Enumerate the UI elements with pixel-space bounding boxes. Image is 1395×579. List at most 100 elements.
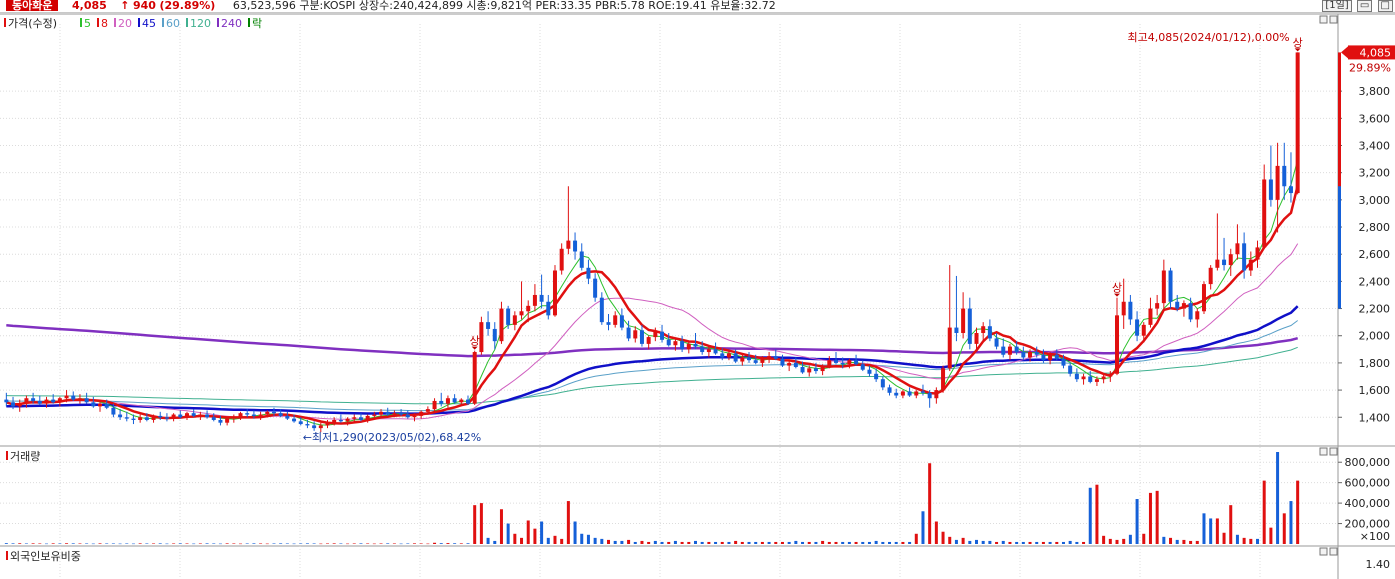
volume-bar bbox=[981, 540, 985, 544]
current-price: 4,085 bbox=[71, 0, 107, 12]
y-tick-label: 1,800 bbox=[1359, 357, 1391, 370]
volume-bar bbox=[660, 541, 664, 544]
volume-bar bbox=[58, 543, 62, 544]
volume-bar bbox=[1282, 513, 1286, 544]
candle-body bbox=[532, 294, 537, 306]
minimize-icon[interactable]: ▭ bbox=[1356, 0, 1373, 12]
maximize-icon[interactable]: □ bbox=[1377, 0, 1393, 12]
candle-body bbox=[1021, 352, 1026, 358]
volume-bar bbox=[1015, 541, 1019, 544]
volume-bar bbox=[640, 540, 644, 544]
vol-unit-label: ×100 bbox=[1360, 530, 1390, 543]
candle-body bbox=[1262, 179, 1267, 248]
panel-minimize-icon[interactable] bbox=[1319, 15, 1328, 24]
candle-body bbox=[961, 308, 966, 334]
candle-body bbox=[158, 415, 163, 418]
candle-body bbox=[57, 398, 62, 403]
candle-body bbox=[98, 403, 103, 407]
volume-bar bbox=[841, 541, 845, 544]
legend-item: 가격(수정) bbox=[8, 17, 57, 30]
volume-bar bbox=[667, 541, 671, 544]
candle-body bbox=[1074, 373, 1079, 380]
volume-bar bbox=[1209, 518, 1213, 544]
panel-close-icon[interactable] bbox=[1329, 447, 1338, 456]
volume-bar bbox=[1055, 541, 1059, 544]
volume-bar bbox=[620, 540, 624, 544]
legend-item: 8 bbox=[101, 17, 108, 30]
y-tick-label: 3,400 bbox=[1359, 139, 1391, 152]
y-tick-label: 2,600 bbox=[1359, 248, 1391, 261]
volume-bar bbox=[1182, 539, 1186, 544]
y-tick-label: 2,400 bbox=[1359, 275, 1391, 288]
period-selector[interactable]: [1일] bbox=[1322, 0, 1352, 12]
candle-body bbox=[1181, 303, 1186, 309]
legend-swatch bbox=[138, 18, 140, 27]
volume-bar bbox=[767, 541, 771, 544]
volume-bar bbox=[513, 533, 517, 544]
candle-body bbox=[686, 343, 691, 350]
candle-body bbox=[887, 387, 892, 393]
stock-name[interactable]: 동아화운 bbox=[6, 0, 59, 11]
volume-bar bbox=[593, 537, 597, 544]
limit-up-arrow-icon bbox=[1294, 48, 1301, 52]
volume-bar bbox=[1122, 538, 1126, 544]
panel-close-icon[interactable] bbox=[1329, 547, 1338, 556]
candle-body bbox=[1148, 308, 1153, 325]
volume-bar bbox=[1195, 540, 1199, 544]
volume-bar bbox=[1249, 538, 1253, 544]
candle-body bbox=[71, 395, 76, 400]
panel-minimize-icon[interactable] bbox=[1319, 447, 1328, 456]
candle-body bbox=[941, 368, 946, 391]
volume-bar bbox=[433, 542, 437, 544]
volume-bar bbox=[1189, 540, 1193, 544]
volume-bar bbox=[1229, 505, 1233, 544]
panel-close-icon[interactable] bbox=[1329, 15, 1338, 24]
volume-bar bbox=[1001, 540, 1005, 544]
volume-bar bbox=[1095, 484, 1099, 544]
volume-bar bbox=[419, 543, 423, 544]
candle-body bbox=[211, 417, 216, 420]
candle-body bbox=[753, 360, 758, 363]
candle-body bbox=[486, 322, 491, 329]
candle-body bbox=[399, 413, 404, 415]
vol-tick-label: 400,000 bbox=[1345, 497, 1391, 510]
candle-body bbox=[1054, 354, 1059, 359]
volume-bar bbox=[1135, 499, 1139, 544]
volume-bar bbox=[1008, 541, 1012, 544]
volume-bar bbox=[239, 543, 243, 545]
candle-body bbox=[573, 240, 578, 252]
candle-body bbox=[1155, 303, 1160, 309]
legend-swatch bbox=[248, 18, 250, 27]
volume-bar bbox=[847, 541, 851, 544]
legend-swatch bbox=[114, 18, 116, 27]
candle-body bbox=[372, 414, 377, 416]
candle-body bbox=[907, 391, 912, 396]
panel-minimize-icon[interactable] bbox=[1319, 547, 1328, 556]
candle-body bbox=[1028, 352, 1033, 358]
limit-up-marker: 상 bbox=[1112, 282, 1122, 295]
volume-bar bbox=[586, 534, 590, 544]
candle-body bbox=[1101, 376, 1106, 380]
volume-bar bbox=[780, 541, 784, 544]
vol-tick-label: 600,000 bbox=[1345, 477, 1391, 490]
candle-body bbox=[472, 352, 477, 404]
candle-body bbox=[807, 368, 812, 373]
volume-bar bbox=[961, 537, 965, 544]
candle-body bbox=[292, 418, 297, 422]
candle-body bbox=[144, 417, 149, 420]
volume-bar bbox=[814, 541, 818, 544]
volume-bar bbox=[553, 535, 557, 544]
candle-body bbox=[1121, 301, 1126, 316]
volume-bar bbox=[1269, 527, 1273, 544]
volume-bar bbox=[627, 539, 631, 544]
volume-bar bbox=[506, 523, 510, 544]
candle-body bbox=[1094, 379, 1099, 382]
candle-body bbox=[833, 360, 838, 363]
pct-tag-label: 29.89% bbox=[1349, 61, 1391, 74]
price-change-pct: (29.89%) bbox=[159, 0, 216, 12]
candle-body bbox=[1295, 52, 1300, 194]
candle-body bbox=[854, 360, 859, 365]
chart-panel-0 bbox=[0, 14, 1395, 443]
candle-body bbox=[1275, 165, 1280, 200]
